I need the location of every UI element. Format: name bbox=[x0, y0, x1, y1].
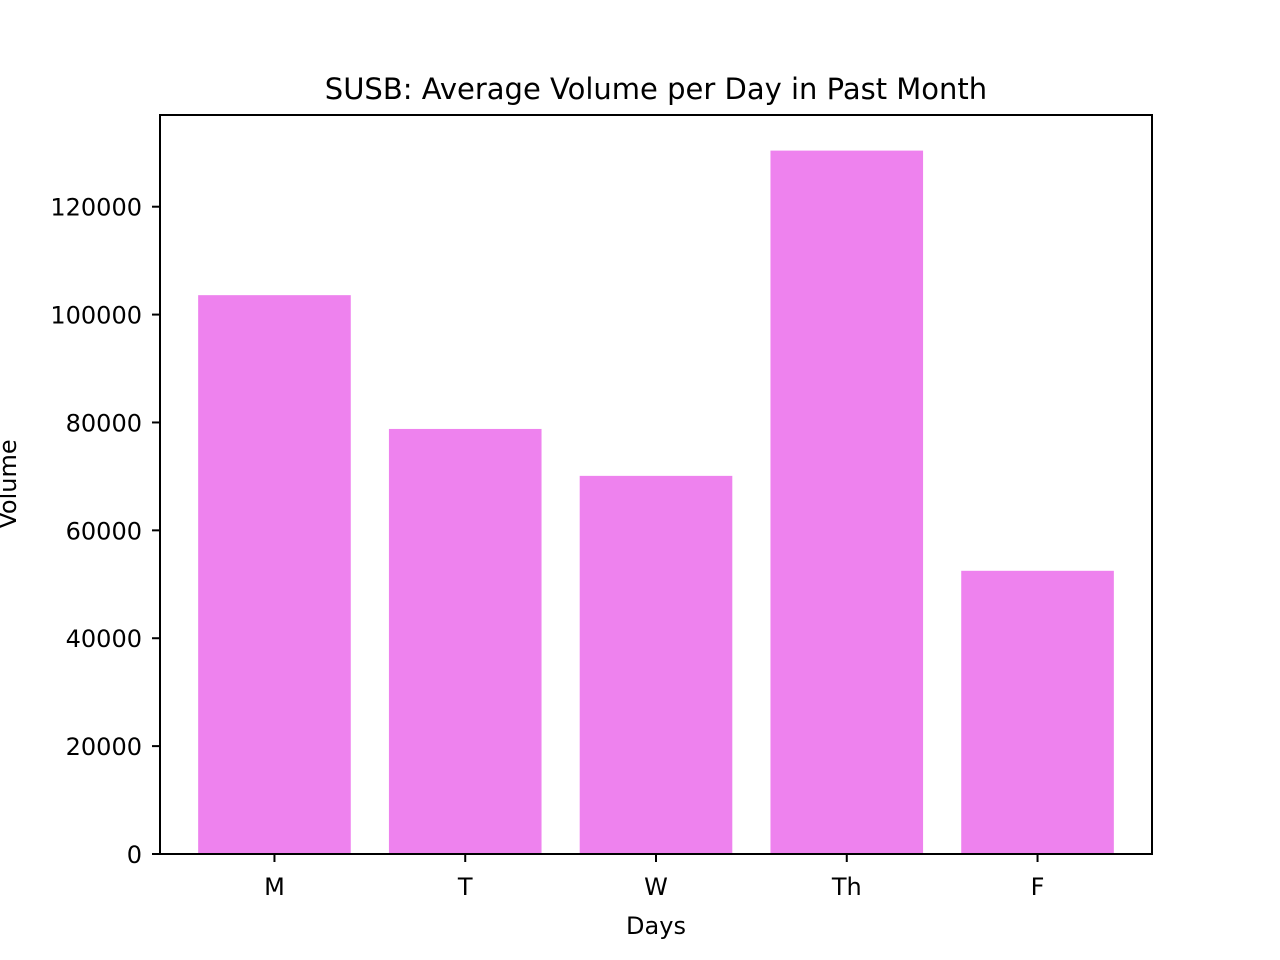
bars-group bbox=[198, 150, 1114, 855]
x-tick-label: W bbox=[644, 873, 668, 901]
bar-w bbox=[579, 475, 733, 854]
x-axis: M T W Th F bbox=[264, 854, 1044, 901]
x-tick-label: T bbox=[457, 873, 473, 901]
x-tick-label: F bbox=[1031, 873, 1045, 901]
y-axis-label: Volume bbox=[0, 439, 22, 528]
y-tick-label: 0 bbox=[127, 841, 142, 869]
y-tick-label: 80000 bbox=[66, 409, 142, 437]
bar-f bbox=[961, 570, 1114, 854]
y-tick-label: 100000 bbox=[50, 302, 142, 330]
y-tick-label: 20000 bbox=[66, 733, 142, 761]
bar-t bbox=[388, 428, 542, 854]
y-axis: 0 20000 40000 60000 80000 100000 120000 bbox=[50, 194, 160, 869]
y-tick-label: 60000 bbox=[66, 517, 142, 545]
plot-frame bbox=[159, 114, 1153, 855]
bar-m bbox=[198, 295, 351, 854]
x-tick-label: Th bbox=[831, 873, 862, 901]
x-axis-label: Days bbox=[626, 912, 686, 940]
y-tick-label: 40000 bbox=[66, 625, 142, 653]
y-tick-label: 120000 bbox=[50, 194, 142, 222]
chart-title: SUSB: Average Volume per Day in Past Mon… bbox=[325, 72, 987, 106]
bar-th bbox=[770, 150, 924, 855]
x-tick-label: M bbox=[264, 873, 285, 901]
